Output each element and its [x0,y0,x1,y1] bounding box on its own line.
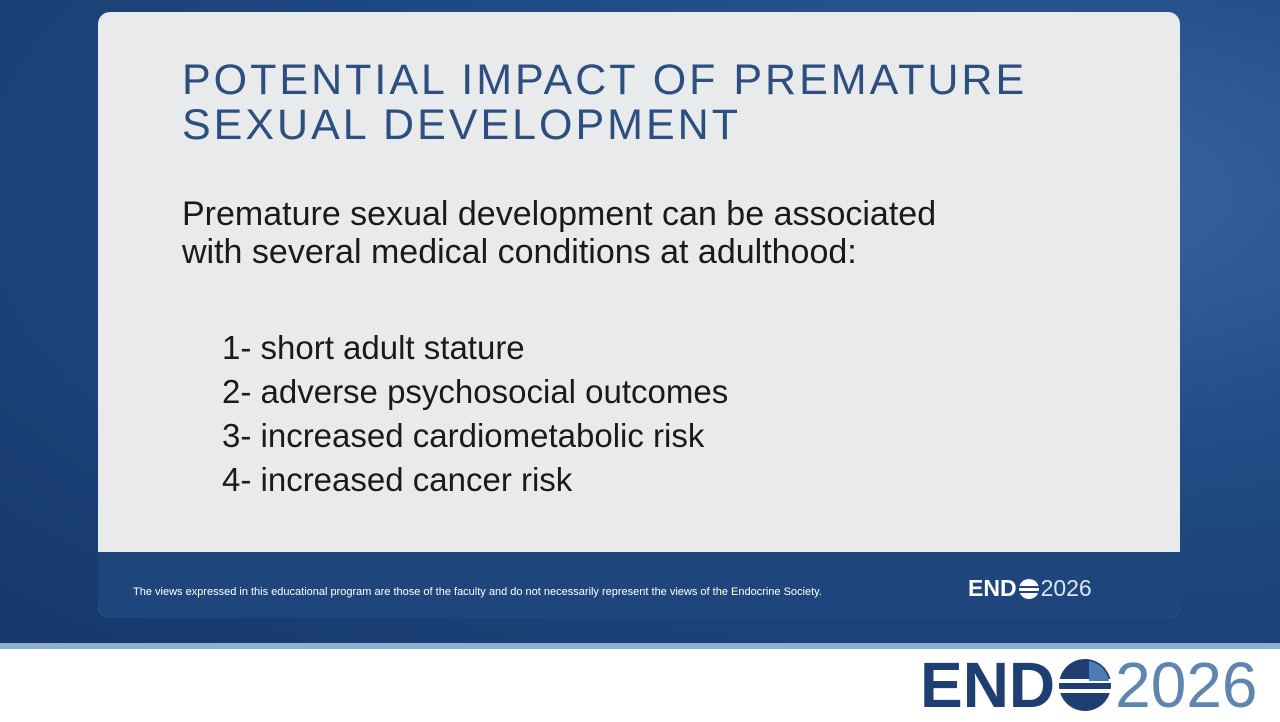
list-item: 2- adverse psychosocial outcomes [222,373,729,410]
slide-title: SEXUAL DEVELOPMENT [182,101,741,149]
logo-text: END [920,649,1056,721]
footer-logo: END 2026 [968,575,1092,602]
intro-text: Premature sexual development can be asso… [182,195,937,233]
list-item: 1- short adult stature [222,329,525,366]
logo-text: END [968,575,1017,601]
slide-card: POTENTIAL IMPACT OF PREMATURE SEXUAL DEV… [98,12,1180,618]
logo-text: 2026 [1040,575,1092,601]
disclaimer: The views expressed in this educational … [133,586,822,598]
list-item: 4- increased cancer risk [222,461,573,498]
intro-text: with several medical conditions at adult… [182,233,857,271]
list-item: 3- increased cardiometabolic risk [222,417,705,454]
logo-text: 2026 [1115,649,1258,721]
globe-icon [1057,659,1114,711]
slide-background: POTENTIAL IMPACT OF PREMATURE SEXUAL DEV… [0,0,1280,645]
globe-icon [1017,578,1040,599]
banner-logo: END 2026 [920,649,1258,721]
slide-title: POTENTIAL IMPACT OF PREMATURE [182,56,1028,104]
slide-footer [98,552,1180,618]
banner-stripe [0,643,1280,649]
